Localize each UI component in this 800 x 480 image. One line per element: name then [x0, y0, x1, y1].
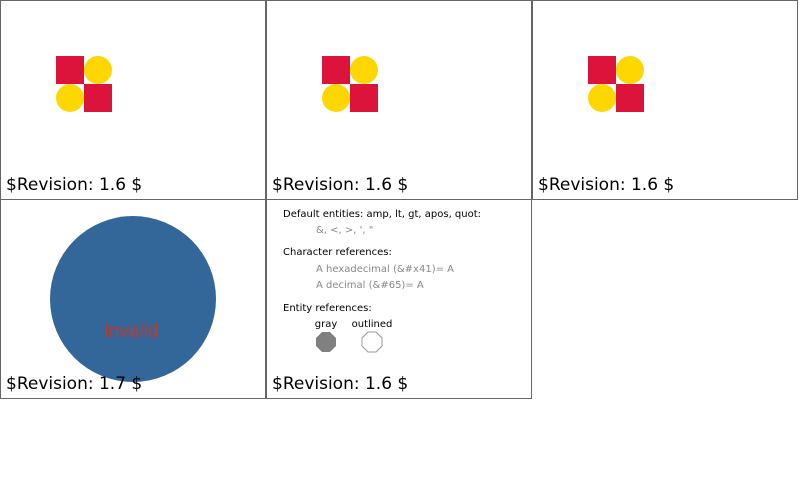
circle-graphic: Invalid $Revision: 1.7 $ — [6, 216, 216, 394]
test-tile-5: Default entities: amp, lt, gt, apos, quo… — [266, 199, 532, 399]
red-square — [322, 56, 350, 84]
char-refs-heading: Character references: — [283, 247, 392, 258]
default-entities-value: &, <, >, ', " — [316, 225, 373, 236]
yellow-circle — [56, 84, 84, 112]
revision-label: $Revision: 1.6 $ — [538, 175, 674, 195]
blue-circle — [50, 216, 216, 382]
red-square — [84, 84, 112, 112]
gray-octagon — [316, 332, 336, 352]
red-square — [588, 56, 616, 84]
shapes-graphic: $Revision: 1.6 $ — [6, 56, 142, 195]
gray-label: gray — [315, 319, 338, 330]
yellow-circle — [350, 56, 378, 84]
entity-refs-heading: Entity references: — [283, 303, 372, 314]
revision-label: $Revision: 1.6 $ — [6, 175, 142, 195]
char-ref-hex: A hexadecimal (&#x41)= A — [316, 264, 454, 275]
yellow-circle — [84, 56, 112, 84]
shapes-graphic: $Revision: 1.6 $ — [538, 56, 674, 195]
test-tile-1: $Revision: 1.6 $ — [0, 0, 266, 200]
yellow-circle — [322, 84, 350, 112]
outlined-octagon — [361, 331, 383, 353]
red-square — [56, 56, 84, 84]
yellow-circle — [616, 56, 644, 84]
invalid-label: Invalid — [104, 321, 159, 342]
test-tile-2: $Revision: 1.6 $ — [266, 0, 532, 200]
test-tile-4: Invalid $Revision: 1.7 $ — [0, 199, 266, 399]
default-entities-heading: Default entities: amp, lt, gt, apos, quo… — [283, 209, 481, 220]
revision-label: $Revision: 1.6 $ — [272, 374, 408, 394]
red-square — [350, 84, 378, 112]
revision-label: $Revision: 1.6 $ — [272, 175, 408, 195]
test-tile-3: $Revision: 1.6 $ — [532, 0, 798, 200]
yellow-circle — [588, 84, 616, 112]
entities-graphic: Default entities: amp, lt, gt, apos, quo… — [272, 209, 481, 394]
char-ref-dec: A decimal (&#65)= A — [316, 280, 424, 291]
outlined-label: outlined — [352, 319, 393, 330]
red-square — [616, 84, 644, 112]
revision-label: $Revision: 1.7 $ — [6, 374, 142, 394]
shapes-graphic: $Revision: 1.6 $ — [272, 56, 408, 195]
